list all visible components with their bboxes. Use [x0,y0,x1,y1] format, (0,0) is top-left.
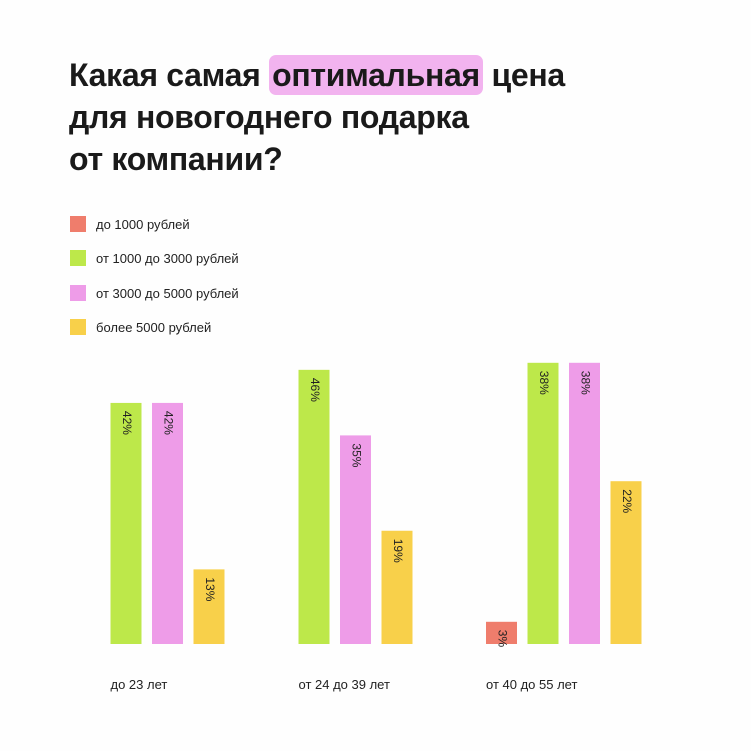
data-label: 38% [537,371,551,395]
legend-item: от 3000 до 5000 рублей [70,285,239,301]
legend-item: более 5000 рублей [70,319,211,335]
category-label: от 40 до 55 лет [486,677,577,692]
data-label: 42% [161,411,175,435]
bar [152,402,183,644]
bar [486,621,517,644]
data-label: 13% [203,577,217,601]
title-part: Какая самая [69,57,261,93]
title-line: для новогоднего подарка [69,99,469,135]
legend-swatch [70,319,86,335]
legend-item: до 1000 рублей [70,216,190,232]
legend-item: от 1000 до 3000 рублей [70,250,239,266]
title-highlight: оптимальная [269,55,483,95]
legend-label: более 5000 рублей [96,319,212,335]
data-label: 42% [120,411,134,435]
bar [527,362,559,644]
legend-label: от 3000 до 5000 рублей [96,285,239,301]
bar [193,569,225,644]
legend-label: до 1000 рублей [96,216,190,232]
category-label: до 23 лет [111,677,168,692]
bar [610,481,642,644]
bar [298,369,330,644]
title-part: цена [491,57,565,93]
data-label: 38% [578,371,592,395]
legend-swatch [70,216,86,232]
bar [381,530,413,644]
legend-swatch [70,250,86,266]
data-label: 35% [349,443,363,467]
bar [110,402,142,644]
data-label: 46% [308,378,322,402]
data-label: 3% [495,630,509,648]
data-label: 22% [620,489,634,513]
bar [569,362,600,644]
data-label: 19% [391,539,405,563]
category-label: от 24 до 39 лет [299,677,390,692]
legend-swatch [70,285,86,301]
page-title: Какая самая оптимальная цена для новогодн… [69,54,709,180]
title-line: от компании? [69,141,283,177]
bar [340,435,371,644]
legend-label: от 1000 до 3000 рублей [96,250,239,266]
